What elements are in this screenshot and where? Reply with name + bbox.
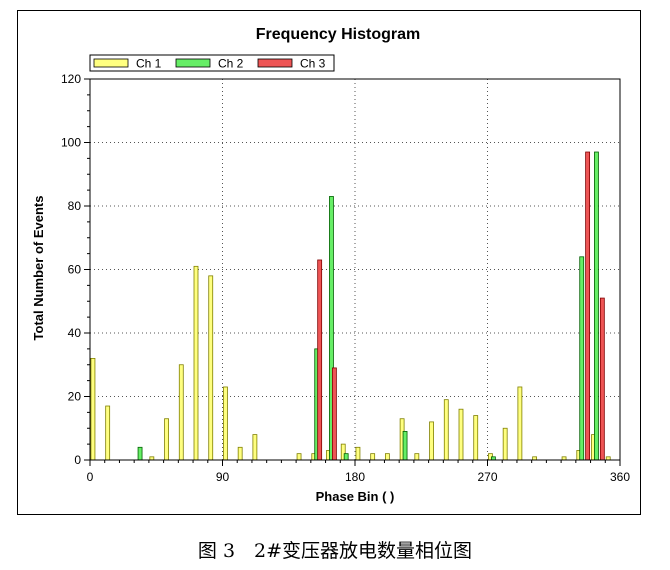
- figure-frame: Frequency Histogram Ch 1 Ch 2 Ch 3 0 20 40 60…: [17, 10, 641, 515]
- y-axis-label: Total Number of Events: [31, 196, 46, 341]
- bar-ch-1: [429, 421, 434, 461]
- legend: Ch 1 Ch 2 Ch 3: [89, 54, 335, 72]
- y-tick-label: 80: [68, 199, 82, 213]
- bar-ch-1: [90, 357, 96, 461]
- bar-ch-1: [502, 427, 508, 461]
- legend-label-ch-2: Ch 2: [218, 57, 244, 71]
- legend-label-ch-3: Ch 3: [300, 57, 326, 71]
- bar-ch-1: [252, 434, 258, 461]
- ticks: 0 20 40 60 80 100 120 0 90 180 270 360: [61, 72, 630, 484]
- bar-ch-1: [208, 275, 214, 461]
- bar-ch-1: [164, 418, 169, 461]
- x-tick-label: 360: [610, 470, 630, 484]
- bar-ch-1: [296, 453, 302, 461]
- x-tick-label: 90: [216, 470, 230, 484]
- legend-swatch-ch-3: [257, 58, 293, 68]
- x-tick-label: 0: [87, 470, 94, 484]
- gridlines: [90, 79, 620, 460]
- bar-ch-1: [414, 453, 420, 461]
- bar-ch-1: [223, 386, 228, 461]
- bar-ch-2: [594, 151, 599, 461]
- chart-title: Frequency Histogram: [256, 26, 420, 43]
- bar-ch-2: [402, 431, 408, 461]
- bar-ch-1: [473, 415, 479, 461]
- bar-ch-2: [137, 446, 143, 461]
- bar-ch-1: [355, 446, 361, 461]
- frequency-histogram-chart: Frequency Histogram Ch 1 Ch 2 Ch 3 0 20 40 60…: [31, 26, 630, 504]
- bar-ch-3: [331, 367, 337, 461]
- x-axis-label: Phase Bin ( ): [316, 489, 395, 504]
- bar-ch-2: [579, 256, 585, 461]
- y-tick-label: 20: [68, 390, 82, 404]
- legend-swatch-ch-2: [175, 58, 211, 68]
- bar-ch-1: [458, 408, 464, 461]
- x-tick-label: 270: [477, 470, 497, 484]
- bar-ch-1: [517, 386, 523, 461]
- legend-label-ch-1: Ch 1: [136, 57, 162, 71]
- bar-ch-3: [585, 151, 591, 461]
- y-tick-label: 60: [68, 263, 82, 277]
- bar-ch-1: [443, 399, 449, 461]
- bar-ch-3: [317, 259, 323, 461]
- x-tick-label: 180: [345, 470, 365, 484]
- legend-swatch-ch-1: [93, 58, 129, 68]
- bar-ch-3: [599, 297, 605, 461]
- bar-ch-1: [370, 453, 376, 461]
- y-tick-label: 100: [61, 136, 81, 150]
- bar-ch-1: [105, 405, 111, 461]
- bar-ch-1: [178, 364, 184, 461]
- bar-ch-1: [384, 453, 390, 461]
- bar-ch-1: [237, 446, 243, 461]
- bar-ch-1: [193, 265, 199, 461]
- bars: [90, 151, 611, 461]
- y-tick-label: 0: [74, 453, 81, 467]
- y-tick-label: 120: [61, 72, 81, 86]
- bar-ch-2: [343, 453, 349, 461]
- y-tick-label: 40: [68, 326, 82, 340]
- figure-caption: 图 3 2#变压器放电数量相位图: [197, 540, 473, 562]
